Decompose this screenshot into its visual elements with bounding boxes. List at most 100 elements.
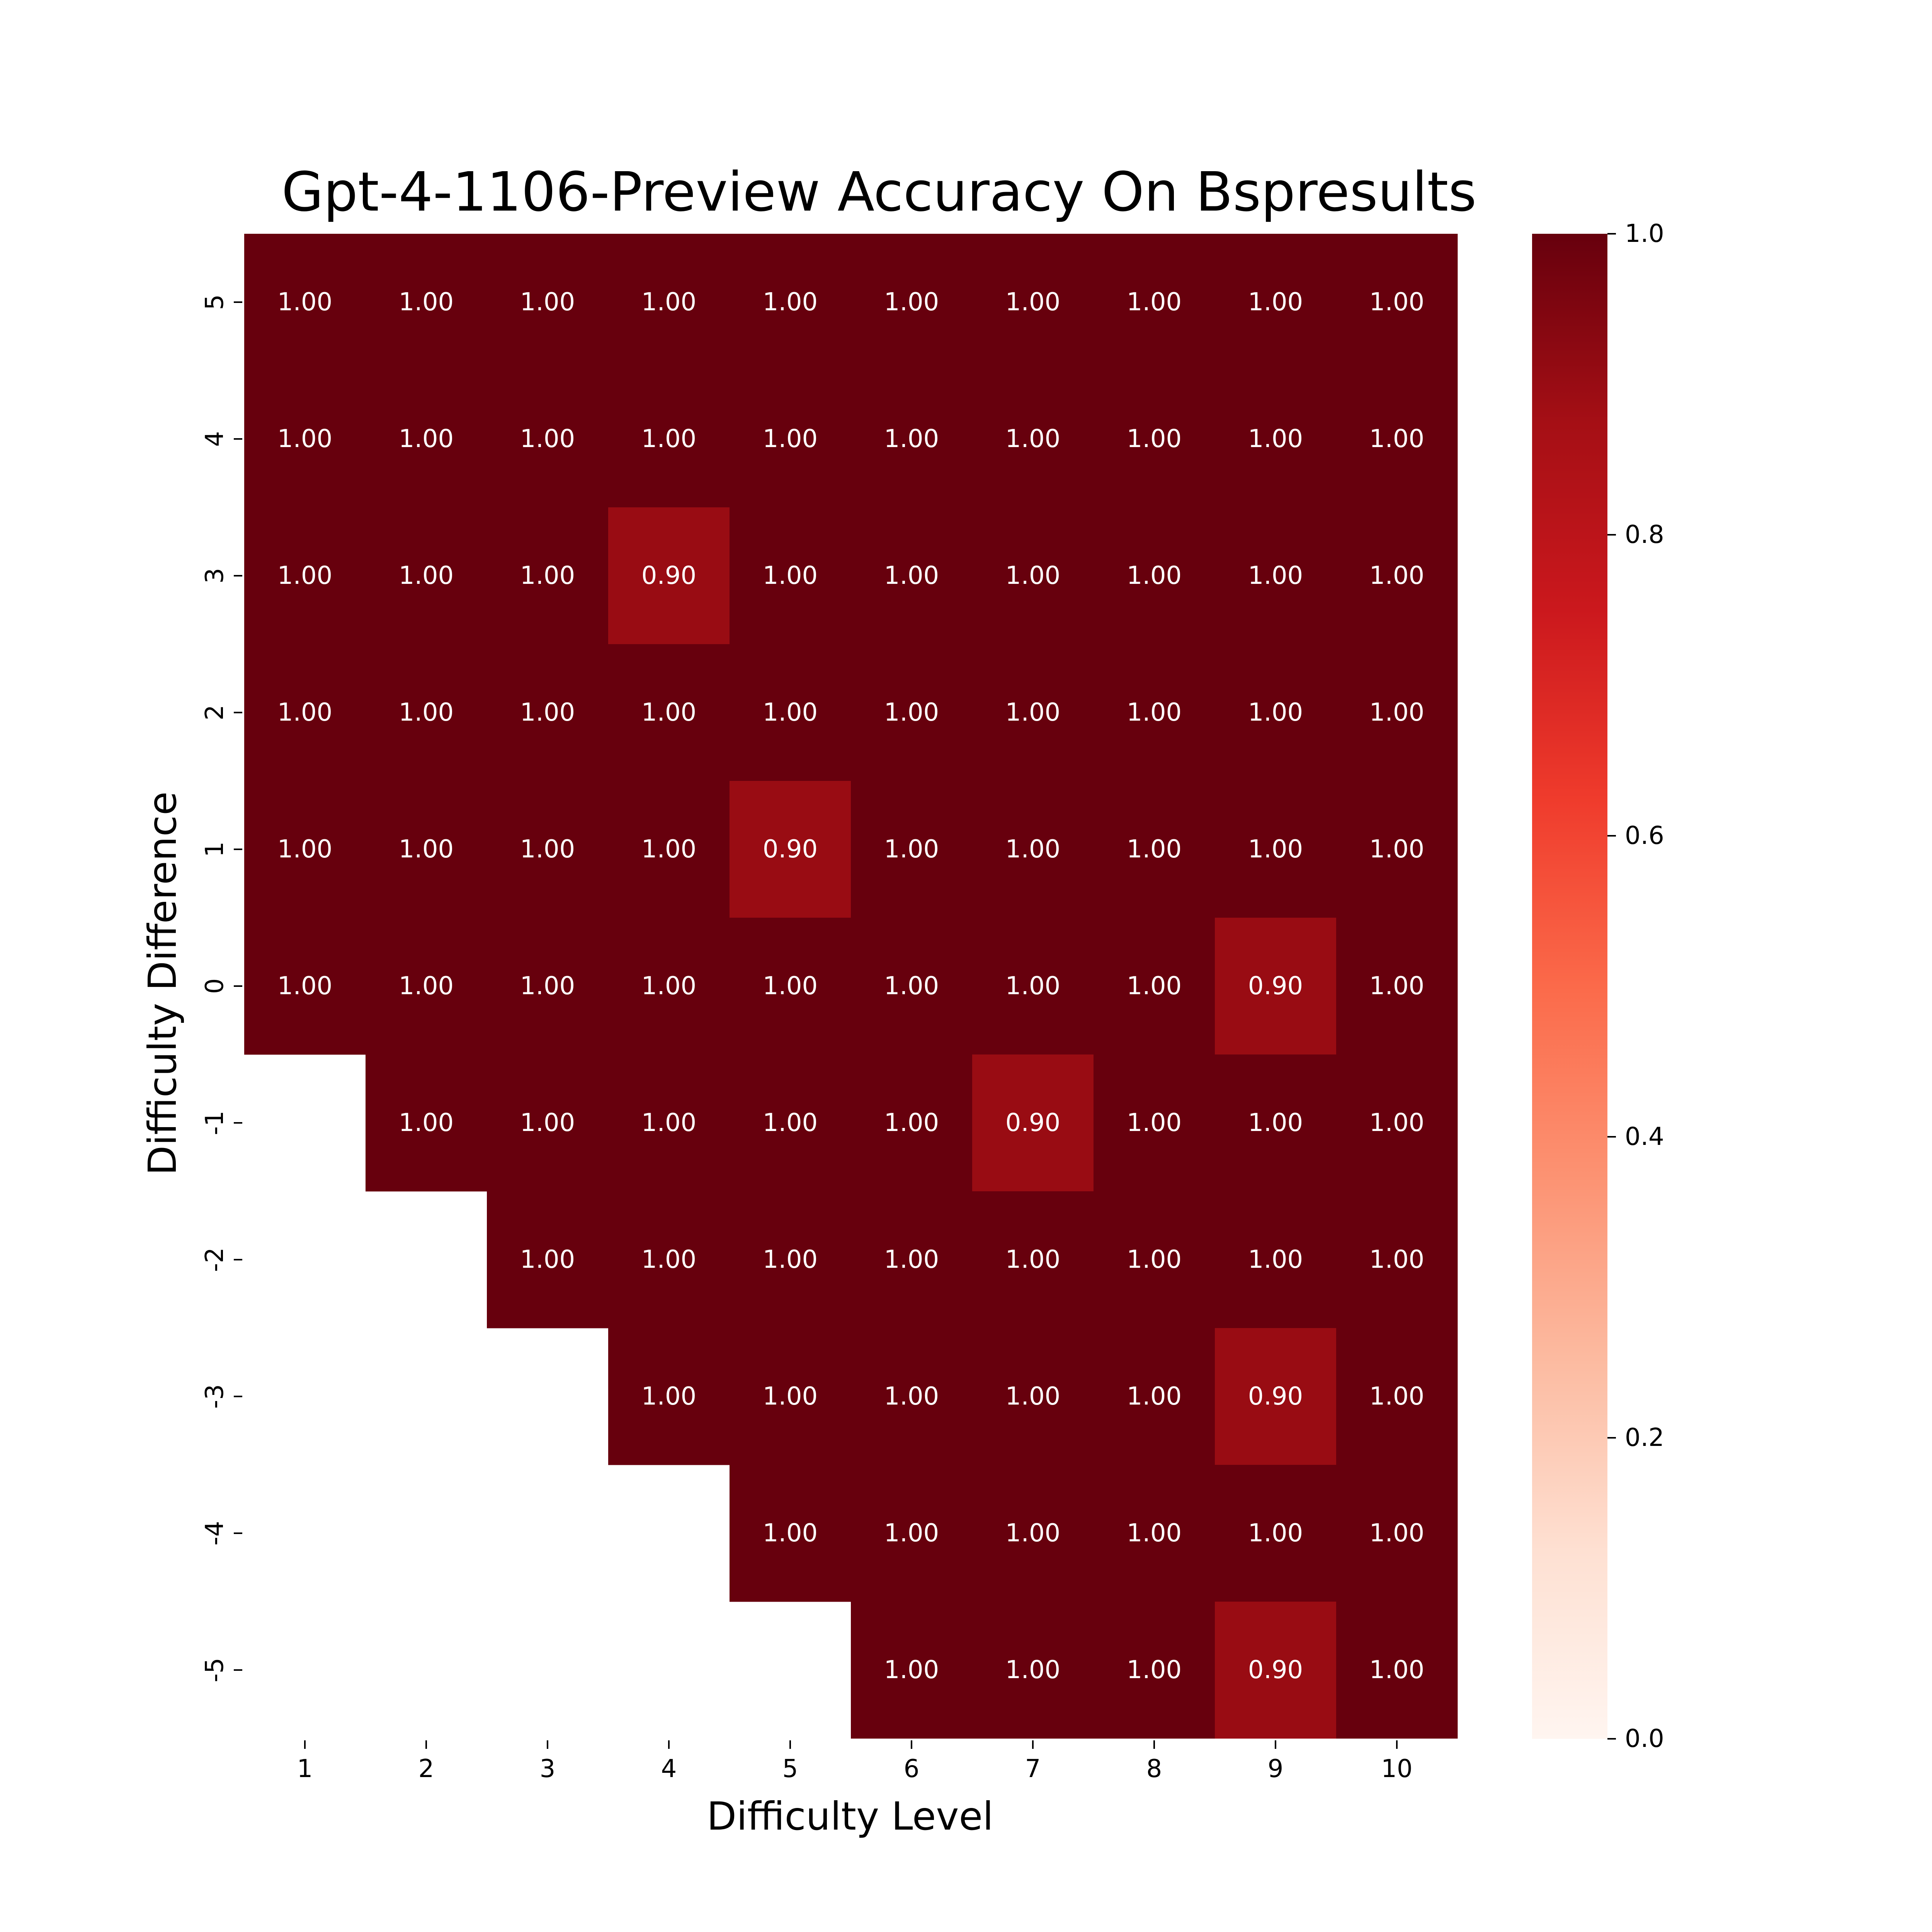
cell-value-label: 0.90 <box>1005 1109 1061 1137</box>
heatmap-cell <box>1336 1328 1458 1465</box>
cell-value-label: 1.00 <box>884 972 939 1000</box>
cell-value-label: 1.00 <box>1005 425 1061 453</box>
cell-value-label: 1.00 <box>1369 1656 1425 1684</box>
cell-value-label: 1.00 <box>1005 1519 1061 1548</box>
heatmap-cell <box>972 234 1094 371</box>
cell-value-label: 1.00 <box>641 835 697 864</box>
x-tick-label: 4 <box>661 1755 677 1783</box>
cell-value-label: 1.00 <box>1127 1245 1182 1274</box>
colorbar-ticks: 0.0 0.2 0.4 0.6 0.8 1.0 <box>1607 219 1664 1753</box>
heatmap-cell <box>972 1602 1094 1739</box>
heatmap-cell <box>851 234 973 371</box>
heatmap-cell <box>487 644 609 781</box>
y-tick-label: 5 <box>201 294 229 310</box>
heatmap-cell <box>1215 371 1337 508</box>
cell-value-label: 1.00 <box>1127 972 1182 1000</box>
heatmap-cell <box>244 234 366 371</box>
cell-value-label: 1.00 <box>1005 972 1061 1000</box>
heatmap-cell <box>366 371 487 508</box>
heatmap-cell <box>972 1191 1094 1328</box>
heatmap-cell <box>1094 781 1215 918</box>
cell-value-label: 1.00 <box>763 698 818 727</box>
heatmap-cell <box>972 371 1094 508</box>
cell-value-label: 1.00 <box>520 972 575 1000</box>
heatmap-cell <box>851 1054 973 1192</box>
heatmap-cell <box>1215 781 1337 918</box>
y-axis-ticks: 5 4 3 2 1 0 -1 -2 -3 -4 -5 <box>201 294 242 1682</box>
heatmap-cell <box>972 781 1094 918</box>
heatmap-cell <box>851 371 973 508</box>
cell-value-label: 1.00 <box>520 561 575 590</box>
cell-value-label: 1.00 <box>399 288 454 316</box>
cell-value-label: 0.90 <box>1248 972 1303 1000</box>
cell-value-label: 1.00 <box>520 1245 575 1274</box>
heatmap-cell <box>608 1191 730 1328</box>
heatmap-cell <box>608 781 730 918</box>
cell-value-label: 1.00 <box>1369 972 1425 1000</box>
cell-value-label: 1.00 <box>641 288 697 316</box>
heatmap-cell <box>972 1465 1094 1602</box>
cell-annotations: 1.00 1.00 1.00 1.00 1.00 1.00 1.00 1.00 1.00 1.00… <box>277 288 1425 1684</box>
x-tick-label: 2 <box>418 1755 434 1783</box>
heatmap-cell <box>1094 1465 1215 1602</box>
cell-value-label: 1.00 <box>884 698 939 727</box>
heatmap-cell <box>1336 1465 1458 1602</box>
cell-value-label: 1.00 <box>641 425 697 453</box>
cell-value-label: 1.00 <box>1005 698 1061 727</box>
y-tick-label: 1 <box>201 842 229 857</box>
cell-value-label: 1.00 <box>1248 425 1303 453</box>
cell-value-label: 1.00 <box>763 972 818 1000</box>
heatmap-cell <box>730 918 851 1055</box>
cell-value-label: 1.00 <box>399 698 454 727</box>
heatmap-cell <box>972 644 1094 781</box>
cell-value-label: 1.00 <box>1005 1245 1061 1274</box>
heatmap-cell <box>972 918 1094 1055</box>
cell-value-label: 1.00 <box>641 1382 697 1411</box>
heatmap-cell <box>1094 234 1215 371</box>
heatmap-cell <box>851 644 973 781</box>
cell-value-label: 1.00 <box>763 561 818 590</box>
x-tick-label: 5 <box>782 1755 798 1783</box>
x-axis-label: Difficulty Level <box>707 1794 993 1839</box>
cell-value-label: 1.00 <box>1369 1109 1425 1137</box>
heatmap-cell <box>1094 918 1215 1055</box>
cell-value-label: 1.00 <box>399 972 454 1000</box>
cell-value-label: 1.00 <box>277 972 333 1000</box>
heatmap-cell <box>1336 1054 1458 1192</box>
cell-value-label: 1.00 <box>277 425 333 453</box>
cell-value-label: 0.90 <box>763 835 818 864</box>
heatmap-cell <box>608 234 730 371</box>
cell-value-label: 1.00 <box>520 288 575 316</box>
cell-value-label: 1.00 <box>1369 425 1425 453</box>
x-tick-label: 8 <box>1146 1755 1162 1783</box>
y-tick-label: 2 <box>201 705 229 721</box>
cell-value-label: 1.00 <box>520 1109 575 1137</box>
heatmap-cell <box>608 1054 730 1192</box>
heatmap-cell <box>487 1054 609 1192</box>
heatmap-cell <box>366 234 487 371</box>
cell-value-label: 1.00 <box>1005 1382 1061 1411</box>
colorbar-tick-label: 0.2 <box>1625 1423 1664 1452</box>
cell-value-label: 1.00 <box>1005 835 1061 864</box>
heatmap-cell <box>972 507 1094 645</box>
cell-value-label: 1.00 <box>1369 288 1425 316</box>
cell-value-label: 1.00 <box>277 835 333 864</box>
cell-value-label: 1.00 <box>763 425 818 453</box>
cell-value-label: 1.00 <box>1248 698 1303 727</box>
heatmap-cell <box>730 1465 851 1602</box>
heatmap-cell <box>244 371 366 508</box>
cell-value-label: 1.00 <box>1369 835 1425 864</box>
cell-value-label: 1.00 <box>1127 1519 1182 1548</box>
cell-value-label: 1.00 <box>641 698 697 727</box>
colorbar-tick-label: 1.0 <box>1625 219 1664 248</box>
heatmap-cell <box>851 918 973 1055</box>
heatmap-cell <box>972 1328 1094 1465</box>
heatmap-cell <box>487 371 609 508</box>
x-tick-label: 9 <box>1268 1755 1284 1783</box>
cell-value-label: 1.00 <box>884 835 939 864</box>
cell-value-label: 1.00 <box>1127 698 1182 727</box>
colorbar-tick-label: 0.8 <box>1625 520 1664 549</box>
cell-value-label: 1.00 <box>1248 1109 1303 1137</box>
heatmap-cell <box>972 1054 1094 1192</box>
